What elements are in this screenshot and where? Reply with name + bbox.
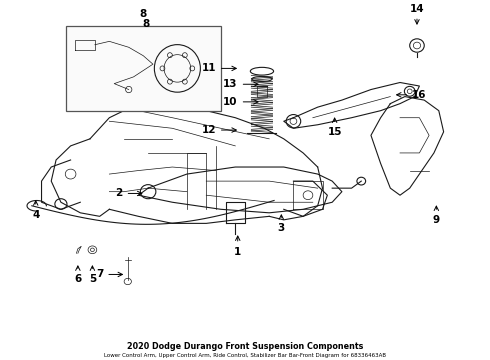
Text: 8: 8 xyxy=(140,9,147,19)
Text: 3: 3 xyxy=(278,215,285,233)
Text: 11: 11 xyxy=(201,63,236,73)
Text: 10: 10 xyxy=(223,97,258,107)
Text: 7: 7 xyxy=(96,269,122,279)
Text: Lower Control Arm, Upper Control Arm, Ride Control, Stabilizer Bar Bar-Front Dia: Lower Control Arm, Upper Control Arm, Ri… xyxy=(104,353,386,358)
Text: 2: 2 xyxy=(116,188,142,198)
Text: 16: 16 xyxy=(396,90,427,100)
Bar xyxy=(66,26,221,111)
Text: 4: 4 xyxy=(32,201,39,220)
Text: 9: 9 xyxy=(433,206,440,225)
Text: 15: 15 xyxy=(327,118,342,137)
Text: 12: 12 xyxy=(201,125,236,135)
Text: 2020 Dodge Durango Front Suspension Components: 2020 Dodge Durango Front Suspension Comp… xyxy=(127,342,363,351)
Text: 14: 14 xyxy=(410,4,424,24)
Text: 8: 8 xyxy=(142,19,149,30)
Text: 1: 1 xyxy=(234,236,242,257)
Text: 13: 13 xyxy=(223,79,258,89)
Text: 5: 5 xyxy=(89,266,96,284)
Text: 6: 6 xyxy=(74,266,81,284)
